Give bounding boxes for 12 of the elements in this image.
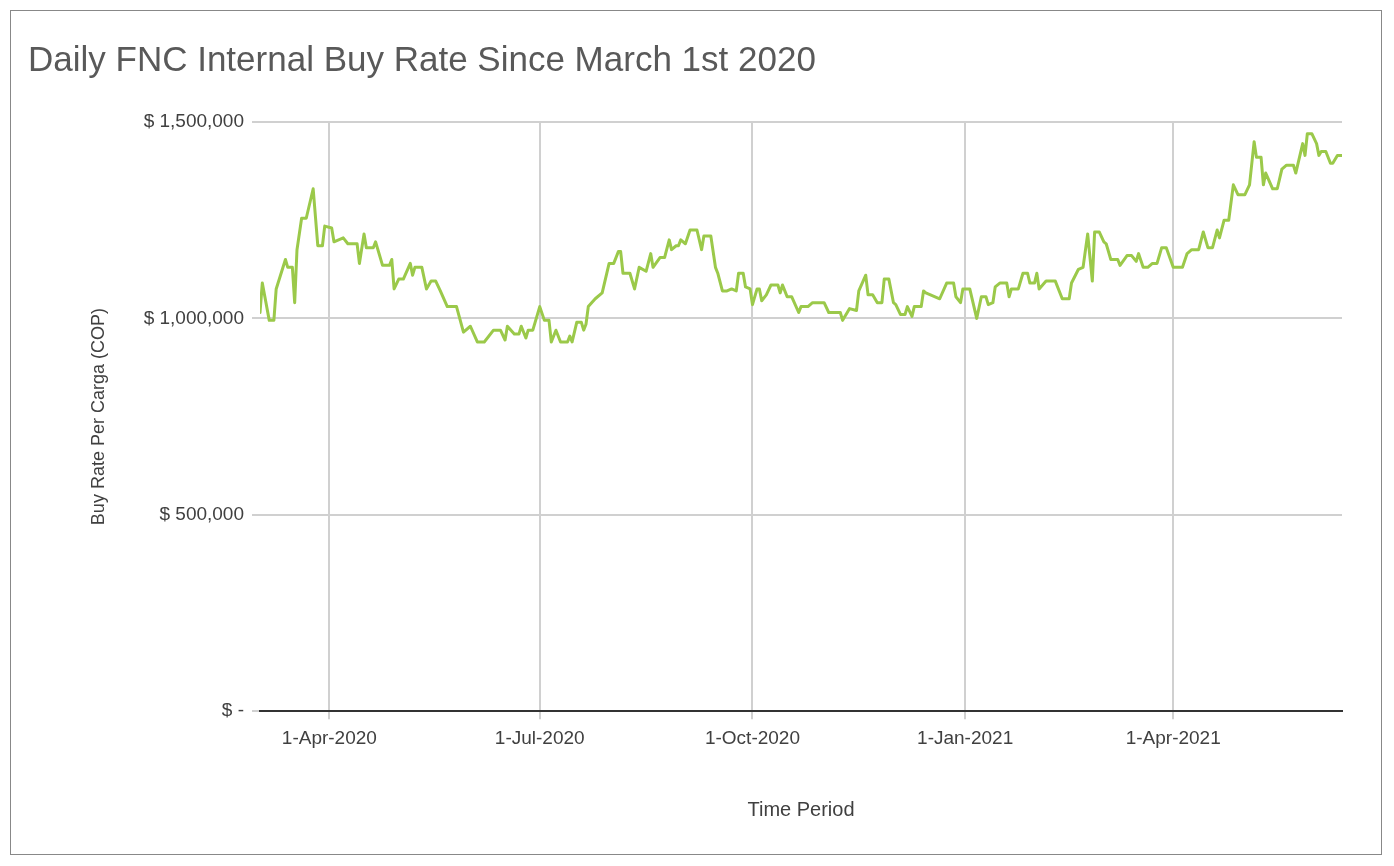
y-tick-label: $ 500,000: [159, 503, 244, 525]
y-axis-title: Buy Rate Per Carga (COP): [87, 308, 108, 526]
x-tick-label: 1-Apr-2021: [1125, 726, 1221, 748]
chart-title: Daily FNC Internal Buy Rate Since March 1st 2020: [28, 38, 816, 78]
y-tick-label: $ 1,000,000: [143, 306, 244, 328]
x-axis-title: Time Period: [747, 797, 855, 820]
x-tick-label: 1-Apr-2020: [281, 726, 377, 748]
x-tick-label: 1-Oct-2020: [704, 726, 800, 748]
y-tick-label: $ -: [221, 699, 244, 721]
x-tick-label: 1-Jul-2020: [494, 726, 585, 748]
x-tick-label: 1-Jan-2021: [917, 726, 1014, 748]
y-tick-label: $ 1,500,000: [143, 110, 244, 132]
